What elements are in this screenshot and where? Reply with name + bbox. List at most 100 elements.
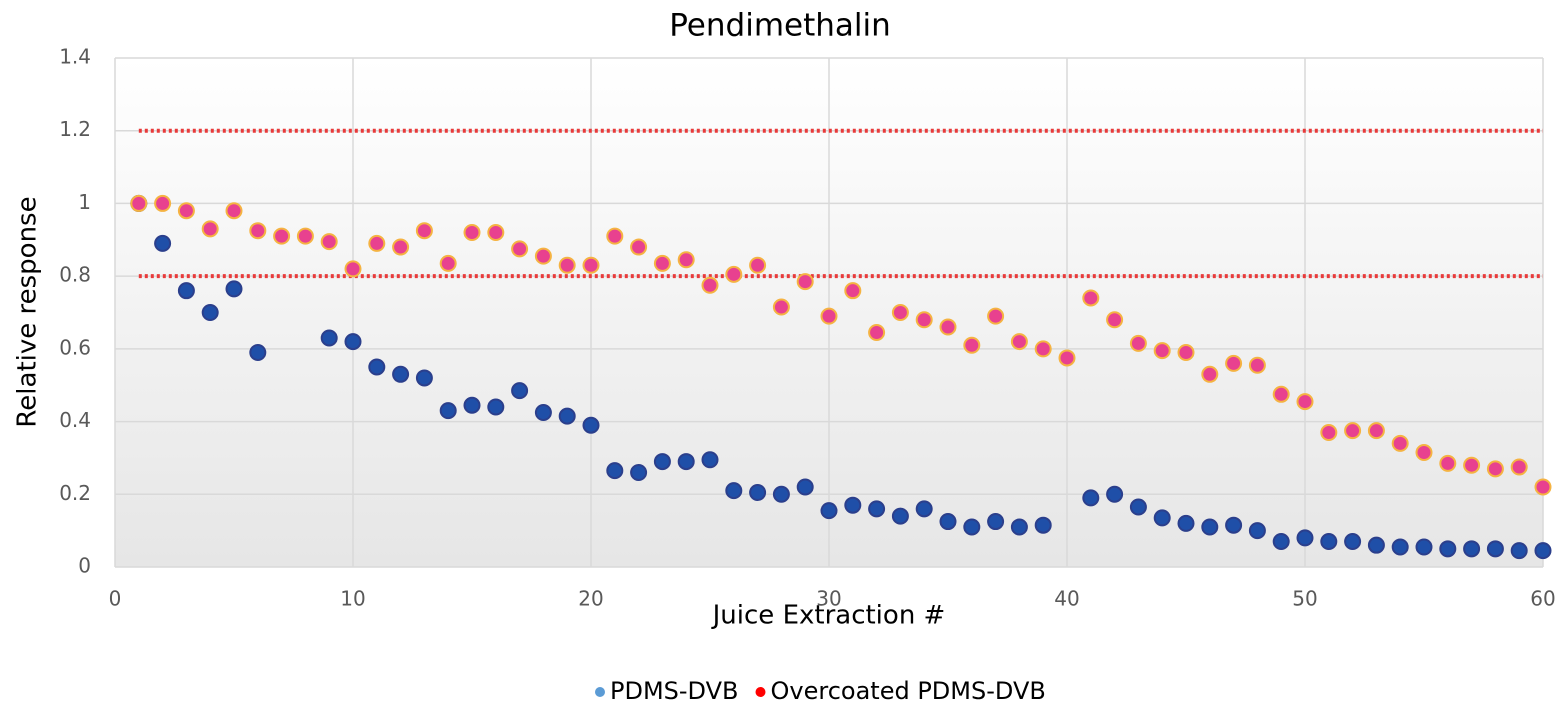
data-point [1296,393,1314,411]
data-point [1225,516,1243,534]
y-tick-label: 0 [78,554,91,578]
data-point [1034,340,1052,358]
x-tick-label: 0 [109,587,122,611]
data-point [415,369,433,387]
data-point [439,254,457,272]
data-point [1248,522,1266,540]
data-point [1129,334,1147,352]
data-point [1320,423,1338,441]
x-tick-label: 60 [1530,587,1555,611]
data-point [606,462,624,480]
data-point [392,365,410,383]
data-point [320,329,338,347]
data-point [1034,516,1052,534]
data-point [1486,540,1504,558]
data-point [534,247,552,265]
data-point [606,227,624,245]
data-point [1129,498,1147,516]
data-point [1510,542,1528,560]
data-point [1439,540,1457,558]
data-point [201,220,219,238]
data-point [392,238,410,256]
data-point [344,333,362,351]
data-point [249,222,267,240]
y-tick-label: 1.4 [59,45,91,69]
data-point [820,502,838,520]
data-point [701,276,719,294]
data-point [630,463,648,481]
chart-title: Pendimethalin [669,8,891,44]
data-point [1153,509,1171,527]
data-point [177,202,195,220]
data-point [177,282,195,300]
data-point [1391,538,1409,556]
data-point [772,485,790,503]
legend-marker [595,687,605,697]
data-point [939,318,957,336]
data-point [534,403,552,421]
data-point [225,280,243,298]
data-point [963,518,981,536]
data-point [891,507,909,525]
data-point [1367,422,1385,440]
data-point [154,234,172,252]
data-point [701,451,719,469]
y-tick-label: 1 [78,190,91,214]
data-point [130,194,148,212]
data-point [725,265,743,283]
data-point [511,240,529,258]
data-point [1415,538,1433,556]
data-point [1010,518,1028,536]
data-point [368,234,386,252]
data-point [653,254,671,272]
data-point [249,343,267,361]
y-tick-label: 0.4 [59,408,91,432]
data-point [1534,478,1552,496]
data-point [1177,514,1195,532]
x-tick-label: 50 [1292,587,1317,611]
data-point [939,513,957,531]
data-point [487,224,505,242]
data-point [987,513,1005,531]
data-point [558,407,576,425]
data-point [225,202,243,220]
data-point [749,256,767,274]
data-point [463,396,481,414]
data-point [1153,342,1171,360]
data-point [487,398,505,416]
y-tick-label: 0.8 [59,263,91,287]
data-point [1010,333,1028,351]
data-point [296,227,314,245]
y-tick-label: 0.2 [59,481,91,505]
data-point [1463,456,1481,474]
data-point [653,453,671,471]
data-point [915,311,933,329]
legend-marker [755,687,766,697]
data-point [844,282,862,300]
data-point [844,496,862,514]
data-point [1082,289,1100,307]
x-tick-label: 40 [1054,587,1079,611]
legend-label: Overcoated PDMS-DVB [771,677,1046,705]
data-point [796,478,814,496]
y-axis-label: Relative response [13,196,43,427]
x-tick-label: 10 [340,587,365,611]
data-point [1296,529,1314,547]
data-point [463,224,481,242]
data-point [320,233,338,251]
data-point [1106,485,1124,503]
data-point [677,251,695,269]
data-point [891,304,909,321]
data-point [987,307,1005,325]
data-point [796,273,814,291]
data-point [1082,489,1100,507]
data-point [1391,434,1409,452]
data-point [1320,533,1338,551]
data-point [915,500,933,518]
data-point [677,453,695,471]
data-point [558,256,576,274]
data-point [201,304,219,321]
data-point [1201,518,1219,536]
data-point [1344,422,1362,440]
